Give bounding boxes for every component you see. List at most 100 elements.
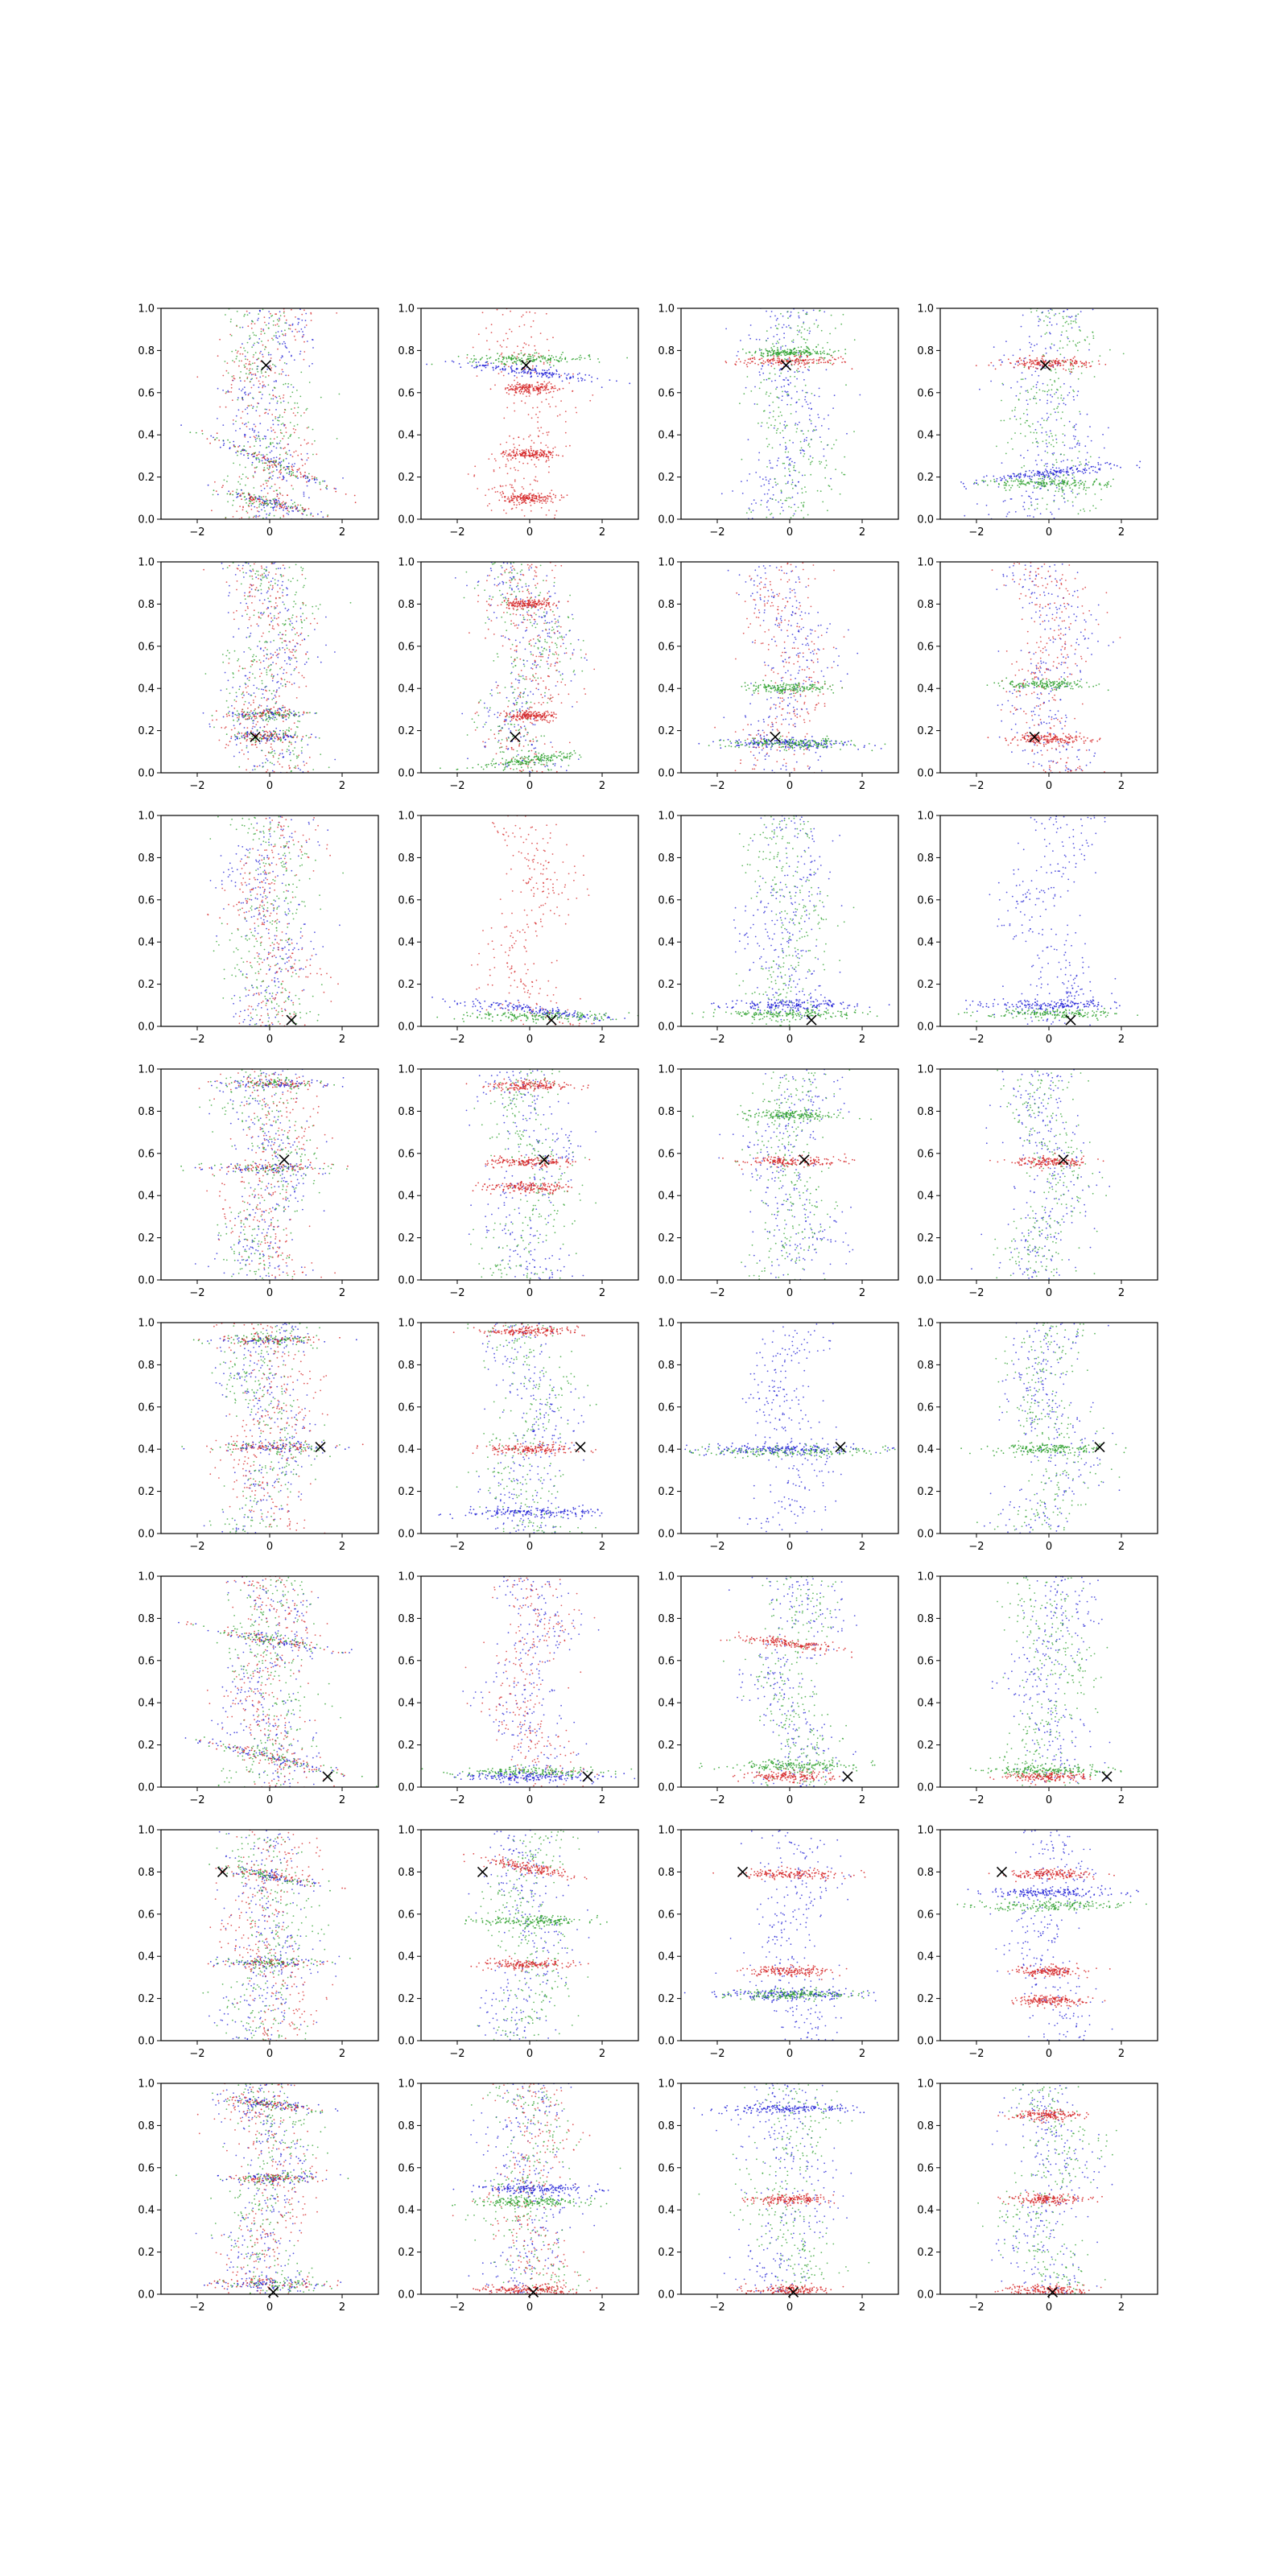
point-cloud [440, 562, 596, 773]
subplot-r8-c1: −2 0 2 0.0 0.2 0.4 0.6 0.8 1.0 [138, 2079, 379, 2314]
point-cloud [971, 1069, 1111, 1280]
subplot-r6-c1: −2 0 2 0.0 0.2 0.4 0.6 0.8 1.0 [138, 1571, 379, 1806]
y-tick-label: 0.2 [658, 2247, 675, 2259]
y-tick-label: 0.8 [138, 599, 155, 611]
x-tick-label: 2 [599, 1541, 605, 1553]
axes-frame [420, 1068, 639, 1281]
y-tick-label: 0.6 [917, 1655, 934, 1667]
subplot-r5-c3: −2 0 2 0.0 0.2 0.4 0.6 0.8 1.0 [658, 1318, 899, 1553]
y-tick-label: 0.0 [917, 1782, 934, 1794]
y-tick-label: 0.0 [138, 1782, 155, 1794]
x-tick-label: 0 [786, 1794, 793, 1806]
x-marker [806, 1014, 817, 1026]
y-tick-label: 0.4 [658, 937, 675, 949]
point-cloud [180, 308, 357, 519]
x-tick-label: −2 [189, 526, 204, 539]
x-tick-label: −2 [709, 780, 724, 792]
x-tick-label: 0 [526, 2048, 533, 2060]
y-tick-label: 1.0 [917, 1825, 934, 1837]
subplot-r3-c2: −2 0 2 0.0 0.2 0.4 0.6 0.8 1.0 [398, 811, 639, 1046]
y-tick-label: 0.2 [398, 725, 415, 737]
y-tick-label: 0.6 [658, 894, 675, 906]
x-tick-label: 2 [339, 780, 345, 792]
x-tick-label: −2 [709, 1287, 724, 1299]
axes-frame [420, 815, 639, 1027]
y-tick-label: 0.8 [658, 1867, 675, 1879]
y-tick-label: 0.6 [398, 2162, 415, 2174]
x-tick-label: 0 [1046, 780, 1052, 792]
x-tick-label: 0 [266, 1794, 273, 1806]
subplot-r1-c2: −2 0 2 0.0 0.2 0.4 0.6 0.8 1.0 [398, 303, 639, 539]
y-tick-label: 0.2 [398, 979, 415, 991]
x-tick-label: −2 [709, 1794, 724, 1806]
y-tick-label: 0.6 [398, 1148, 415, 1160]
x-tick-label: −2 [449, 1034, 464, 1046]
x-tick-label: −2 [449, 1287, 464, 1299]
y-tick-label: 0.0 [138, 2289, 155, 2301]
point-cloud [691, 1069, 872, 1280]
x-marker [477, 1866, 489, 1877]
x-tick-label: 0 [526, 2301, 533, 2314]
y-tick-label: 0.8 [138, 2120, 155, 2132]
x-tick-label: −2 [449, 2048, 464, 2060]
y-tick-label: 1.0 [658, 557, 675, 569]
x-tick-label: 2 [1118, 2301, 1125, 2314]
y-tick-label: 1.0 [917, 303, 934, 316]
x-marker [575, 1442, 586, 1453]
y-tick-label: 0.4 [138, 1191, 155, 1203]
point-cloud [684, 1323, 896, 1533]
x-tick-label: 2 [339, 1287, 345, 1299]
y-tick-label: 0.6 [398, 1655, 415, 1667]
subplot-r3-c1: −2 0 2 0.0 0.2 0.4 0.6 0.8 1.0 [138, 811, 379, 1046]
y-tick-label: 0.6 [658, 641, 675, 653]
subplot-r5-c4: −2 0 2 0.0 0.2 0.4 0.6 0.8 1.0 [917, 1318, 1158, 1553]
point-cloud [202, 1830, 351, 2041]
y-tick-label: 0.8 [917, 1106, 934, 1118]
y-tick-label: 1.0 [138, 557, 155, 569]
point-cloud [986, 562, 1121, 773]
y-tick-label: 0.8 [398, 1613, 415, 1625]
y-tick-label: 1.0 [917, 811, 934, 823]
point-cloud [452, 2083, 621, 2294]
subplot-r1-c3: −2 0 2 0.0 0.2 0.4 0.6 0.8 1.0 [658, 303, 899, 539]
point-cloud [465, 1069, 597, 1280]
y-tick-label: 0.4 [398, 1191, 415, 1203]
y-tick-label: 0.6 [658, 1655, 675, 1667]
point-cloud [960, 308, 1141, 519]
y-tick-label: 1.0 [138, 1064, 155, 1076]
point-cloud [977, 2083, 1117, 2294]
x-marker [835, 1442, 846, 1453]
x-tick-label: −2 [709, 526, 724, 539]
x-tick-label: 0 [266, 526, 273, 539]
point-cloud [957, 815, 1138, 1026]
y-tick-label: 0.2 [138, 1232, 155, 1245]
x-tick-label: 0 [786, 526, 793, 539]
subplot-r7-c2: −2 0 2 0.0 0.2 0.4 0.6 0.8 1.0 [398, 1825, 639, 2060]
x-marker [1058, 1154, 1069, 1166]
x-marker [260, 360, 272, 371]
y-tick-label: 0.2 [917, 979, 934, 991]
x-tick-label: 0 [266, 1034, 273, 1046]
subplot-r5-c2: −2 0 2 0.0 0.2 0.4 0.6 0.8 1.0 [398, 1318, 639, 1553]
subplot-r7-c4: −2 0 2 0.0 0.2 0.4 0.6 0.8 1.0 [917, 1825, 1158, 2060]
y-tick-label: 0.4 [917, 1698, 934, 1710]
x-tick-label: 2 [859, 1794, 865, 1806]
x-tick-label: −2 [449, 1794, 464, 1806]
y-tick-label: 0.6 [398, 641, 415, 653]
x-tick-label: −2 [189, 2048, 204, 2060]
axes-frame [160, 308, 379, 520]
x-tick-label: 2 [859, 1287, 865, 1299]
y-tick-label: 0.0 [917, 1275, 934, 1287]
y-tick-label: 1.0 [138, 1318, 155, 1330]
y-tick-label: 0.8 [917, 1867, 934, 1879]
subplot-r1-c1: −2 0 2 0.0 0.2 0.4 0.6 0.8 1.0 [138, 303, 379, 539]
x-tick-label: 2 [339, 1034, 345, 1046]
axes-frame [939, 1068, 1158, 1281]
y-tick-label: 1.0 [398, 303, 415, 316]
y-tick-label: 0.0 [917, 2036, 934, 2048]
subplot-r3-c3: −2 0 2 0.0 0.2 0.4 0.6 0.8 1.0 [658, 811, 899, 1046]
y-tick-label: 1.0 [398, 1064, 415, 1076]
x-tick-label: −2 [189, 1541, 204, 1553]
point-cloud [683, 1830, 877, 2041]
y-tick-label: 0.2 [658, 1232, 675, 1245]
